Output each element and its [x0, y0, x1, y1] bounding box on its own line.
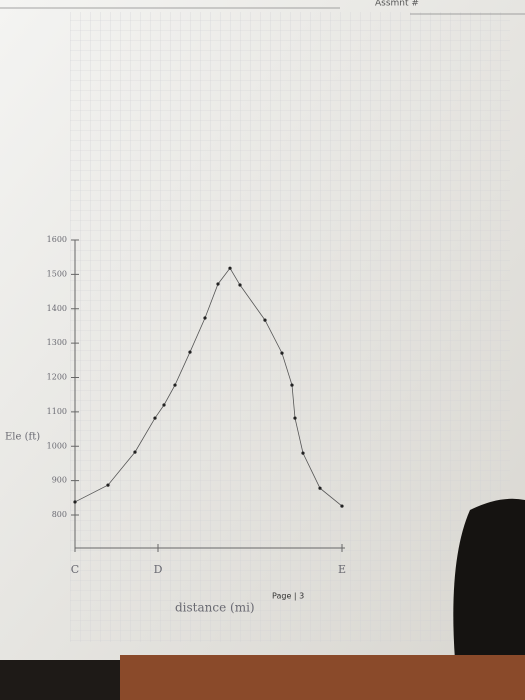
point — [238, 283, 242, 287]
point — [106, 483, 110, 487]
x-axis-label: distance (mi) — [175, 601, 255, 615]
y-tick-label: 900 — [52, 476, 67, 485]
y-tick-label: 1000 — [47, 441, 67, 450]
line — [74, 267, 343, 507]
y-tick-label: 1100 — [47, 407, 67, 416]
x-tick-label: E — [338, 563, 346, 576]
point — [216, 282, 220, 286]
point — [173, 383, 177, 387]
y-tick-label: 800 — [52, 510, 67, 519]
page-number: Page | 3 — [272, 592, 304, 601]
point — [318, 486, 322, 490]
header: Assmnt # — [375, 0, 419, 9]
point — [290, 383, 294, 387]
x-tick-label: D — [154, 563, 163, 576]
point — [293, 416, 297, 420]
x-tick-label: C — [71, 563, 79, 576]
point — [228, 266, 232, 270]
y-tick-label: 1300 — [47, 338, 67, 347]
point — [263, 318, 267, 322]
y-tick-label: 1400 — [47, 304, 67, 313]
point — [280, 351, 284, 355]
point — [162, 403, 166, 407]
point — [188, 350, 192, 354]
y-tick-label: 1200 — [47, 373, 67, 382]
point — [203, 316, 207, 320]
y-tick-label: 1600 — [47, 235, 67, 244]
graph-paper-grid — [70, 12, 510, 642]
wood-table — [120, 655, 525, 700]
point — [340, 504, 344, 508]
shadow — [453, 498, 525, 660]
point — [153, 416, 157, 420]
y-axis-label: Ele (ft) — [5, 432, 40, 443]
point — [73, 500, 77, 504]
y-tick-label: 1500 — [47, 269, 67, 278]
point — [301, 451, 305, 455]
point — [133, 450, 137, 454]
